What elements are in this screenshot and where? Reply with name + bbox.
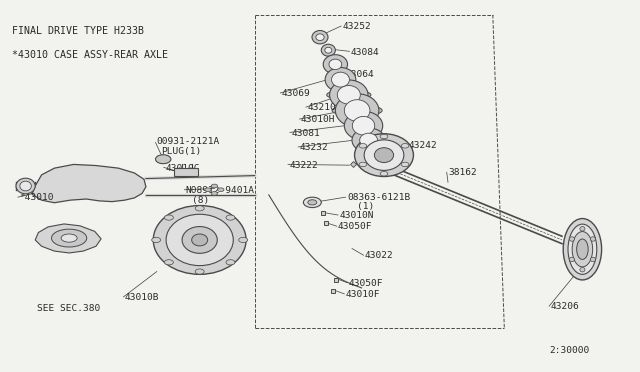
Text: 38162: 38162 <box>448 169 477 177</box>
Ellipse shape <box>568 224 596 275</box>
Text: 43050F: 43050F <box>349 279 383 288</box>
Text: *43010: *43010 <box>19 193 54 202</box>
Ellipse shape <box>335 94 379 127</box>
Circle shape <box>303 197 321 208</box>
Ellipse shape <box>563 219 602 280</box>
Text: 43222: 43222 <box>289 161 318 170</box>
Text: 43210: 43210 <box>307 103 336 112</box>
Text: SEE SEC.380: SEE SEC.380 <box>37 304 100 312</box>
Ellipse shape <box>182 227 218 253</box>
Text: 43010H: 43010H <box>301 115 335 124</box>
Circle shape <box>211 184 218 188</box>
Ellipse shape <box>570 237 575 241</box>
Circle shape <box>359 144 367 148</box>
Ellipse shape <box>154 205 246 275</box>
Circle shape <box>152 237 161 243</box>
Ellipse shape <box>323 55 348 74</box>
Text: 43069: 43069 <box>282 89 310 97</box>
Text: 43232: 43232 <box>300 143 328 152</box>
Circle shape <box>380 171 388 176</box>
Ellipse shape <box>344 111 383 140</box>
Text: (1): (1) <box>357 202 374 211</box>
Circle shape <box>195 269 204 274</box>
Ellipse shape <box>337 86 360 104</box>
Text: 43242: 43242 <box>408 141 437 150</box>
Circle shape <box>156 155 171 164</box>
Text: 43010C: 43010C <box>165 164 200 173</box>
Circle shape <box>226 260 235 265</box>
Polygon shape <box>35 224 101 253</box>
Text: N08912-9401A: N08912-9401A <box>186 186 255 195</box>
Circle shape <box>401 144 409 148</box>
Circle shape <box>226 215 235 220</box>
Ellipse shape <box>364 140 404 170</box>
Text: 43010B: 43010B <box>125 293 159 302</box>
Text: 43252: 43252 <box>342 22 371 31</box>
Ellipse shape <box>16 178 35 194</box>
Ellipse shape <box>61 234 77 242</box>
Text: *43010 CASE ASSY-REAR AXLE: *43010 CASE ASSY-REAR AXLE <box>12 50 168 60</box>
Ellipse shape <box>590 237 595 241</box>
Circle shape <box>195 206 204 211</box>
Ellipse shape <box>572 231 593 267</box>
Ellipse shape <box>344 100 370 121</box>
Ellipse shape <box>577 239 588 260</box>
Ellipse shape <box>312 31 328 44</box>
Ellipse shape <box>374 148 394 163</box>
Circle shape <box>401 162 409 167</box>
Text: 43050F: 43050F <box>338 222 372 231</box>
Text: 43206: 43206 <box>550 302 579 311</box>
Ellipse shape <box>192 234 207 246</box>
Text: 43064: 43064 <box>346 70 374 79</box>
Ellipse shape <box>332 105 382 116</box>
Ellipse shape <box>352 116 375 135</box>
Ellipse shape <box>360 133 378 147</box>
Ellipse shape <box>580 267 585 272</box>
Text: 08363-6121B: 08363-6121B <box>347 193 410 202</box>
Text: 43010F: 43010F <box>346 290 380 299</box>
Ellipse shape <box>329 59 342 70</box>
Ellipse shape <box>590 257 595 262</box>
Ellipse shape <box>355 134 413 177</box>
Ellipse shape <box>352 128 385 153</box>
Ellipse shape <box>20 181 31 191</box>
Circle shape <box>380 134 388 139</box>
Text: 43010N: 43010N <box>339 211 374 220</box>
Ellipse shape <box>332 72 349 87</box>
Ellipse shape <box>325 47 332 53</box>
Ellipse shape <box>316 34 324 41</box>
Text: PLUG(1): PLUG(1) <box>161 147 202 156</box>
Ellipse shape <box>580 227 585 231</box>
Circle shape <box>308 200 317 205</box>
Text: 2:30000: 2:30000 <box>549 346 589 355</box>
Circle shape <box>164 260 173 265</box>
Text: FINAL DRIVE TYPE H233B: FINAL DRIVE TYPE H233B <box>12 26 143 36</box>
Ellipse shape <box>570 257 575 262</box>
Circle shape <box>205 188 211 192</box>
Polygon shape <box>174 168 198 176</box>
Circle shape <box>359 162 367 167</box>
Text: 00931-2121A: 00931-2121A <box>157 137 220 146</box>
Ellipse shape <box>325 68 356 92</box>
Text: 43022: 43022 <box>365 251 394 260</box>
Ellipse shape <box>321 44 335 56</box>
Text: 43081: 43081 <box>291 129 320 138</box>
Circle shape <box>239 237 248 243</box>
Ellipse shape <box>330 80 368 110</box>
Ellipse shape <box>166 214 234 266</box>
Text: 43084: 43084 <box>351 48 380 57</box>
Ellipse shape <box>327 90 371 100</box>
Ellipse shape <box>52 229 87 247</box>
Polygon shape <box>32 164 146 203</box>
Circle shape <box>164 215 173 220</box>
Circle shape <box>218 188 224 192</box>
Text: (8): (8) <box>192 196 209 205</box>
Circle shape <box>211 192 218 195</box>
